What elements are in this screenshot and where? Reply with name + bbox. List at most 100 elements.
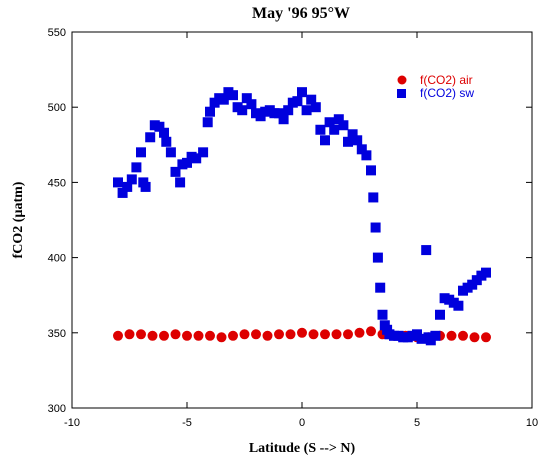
air-point (297, 327, 307, 338)
air-point (228, 330, 238, 341)
sw-point (375, 282, 386, 293)
sw-point (126, 174, 137, 185)
x-tick-label: -5 (182, 417, 192, 429)
x-tick-label: 10 (526, 417, 538, 429)
legend-marker-air (397, 75, 407, 85)
sw-point (370, 222, 381, 233)
sw-point (175, 177, 186, 188)
sw-point (297, 87, 307, 98)
sw-point (453, 300, 464, 311)
y-tick-label: 450 (48, 177, 66, 189)
air-point (193, 330, 204, 341)
air-point (262, 330, 273, 341)
air-point (239, 329, 250, 340)
sw-point (338, 120, 349, 131)
sw-point (241, 93, 252, 104)
sw-point (165, 147, 176, 158)
x-tick-label: -10 (64, 417, 80, 429)
air-point (366, 326, 376, 337)
sw-point (278, 114, 289, 125)
sw-point (301, 105, 312, 116)
sw-point (154, 121, 165, 132)
air-point (354, 327, 365, 338)
sw-point (202, 117, 213, 128)
y-tick-label: 400 (48, 253, 66, 265)
sw-point (310, 102, 321, 113)
sw-point (372, 252, 383, 263)
air-point (170, 329, 181, 340)
air-point (446, 330, 457, 341)
sw-point (274, 108, 284, 119)
sw-point (113, 177, 123, 188)
x-axis: -10 -5 0 5 10 (64, 32, 538, 429)
sw-point (361, 150, 372, 161)
air-point (274, 329, 284, 340)
sw-point (430, 330, 441, 341)
air-point (469, 332, 480, 343)
sw-point (159, 127, 169, 138)
series-sw (113, 87, 491, 346)
air-point (182, 330, 192, 341)
sw-point (377, 309, 388, 320)
sw-point (421, 245, 432, 256)
sw-point (435, 309, 445, 320)
sw-point (170, 166, 181, 177)
air-point (205, 330, 215, 341)
y-tick-label: 350 (48, 328, 66, 340)
sw-point (140, 181, 151, 192)
sw-point (356, 144, 367, 155)
legend-label-sw: f(CO2) sw (420, 86, 474, 100)
chart-title: May '96 95°W (252, 5, 350, 22)
air-point (481, 332, 491, 343)
air-point (216, 332, 227, 343)
x-tick-label: 5 (414, 417, 420, 429)
y-tick-label: 500 (48, 102, 66, 114)
sw-point (182, 157, 192, 168)
sw-point (292, 96, 303, 107)
air-point (285, 329, 296, 340)
air-point (147, 330, 158, 341)
air-point (320, 329, 330, 340)
sw-point (198, 147, 209, 158)
sw-point (122, 181, 133, 192)
air-point (331, 329, 342, 340)
air-point (113, 330, 123, 341)
sw-point (117, 187, 128, 198)
sw-point (481, 267, 491, 278)
sw-point (366, 165, 376, 176)
y-axis: 300 350 400 450 500 550 (48, 27, 532, 415)
sw-point (315, 124, 326, 135)
sw-point (333, 114, 344, 125)
legend-marker-sw (397, 89, 406, 98)
sw-point (131, 162, 142, 173)
air-point (124, 329, 135, 340)
sw-point (145, 132, 156, 143)
sw-point (368, 192, 379, 203)
legend: f(CO2) air f(CO2) sw (397, 73, 474, 100)
x-axis-label: Latitude (S --> N) (249, 441, 356, 456)
sw-point (136, 147, 146, 158)
y-tick-label: 550 (48, 27, 66, 39)
sw-point (218, 94, 229, 105)
sw-point (352, 135, 363, 146)
sw-point (347, 129, 358, 140)
air-point (343, 329, 353, 340)
y-tick-label: 300 (48, 403, 66, 415)
sw-point (416, 333, 427, 344)
sw-point (161, 136, 172, 147)
sw-point (324, 117, 335, 128)
air-point (308, 329, 319, 340)
sw-point (228, 90, 238, 101)
sw-point (246, 99, 257, 110)
sw-point (306, 94, 317, 105)
sw-point (191, 153, 202, 164)
sw-point (205, 106, 215, 117)
x-tick-label: 0 (299, 417, 305, 429)
air-point (136, 329, 146, 340)
air-point (251, 329, 261, 340)
sw-point (329, 124, 340, 135)
y-axis-label: fCO2 (µatm) (11, 181, 26, 258)
air-point (458, 330, 468, 341)
sw-point (237, 105, 248, 116)
